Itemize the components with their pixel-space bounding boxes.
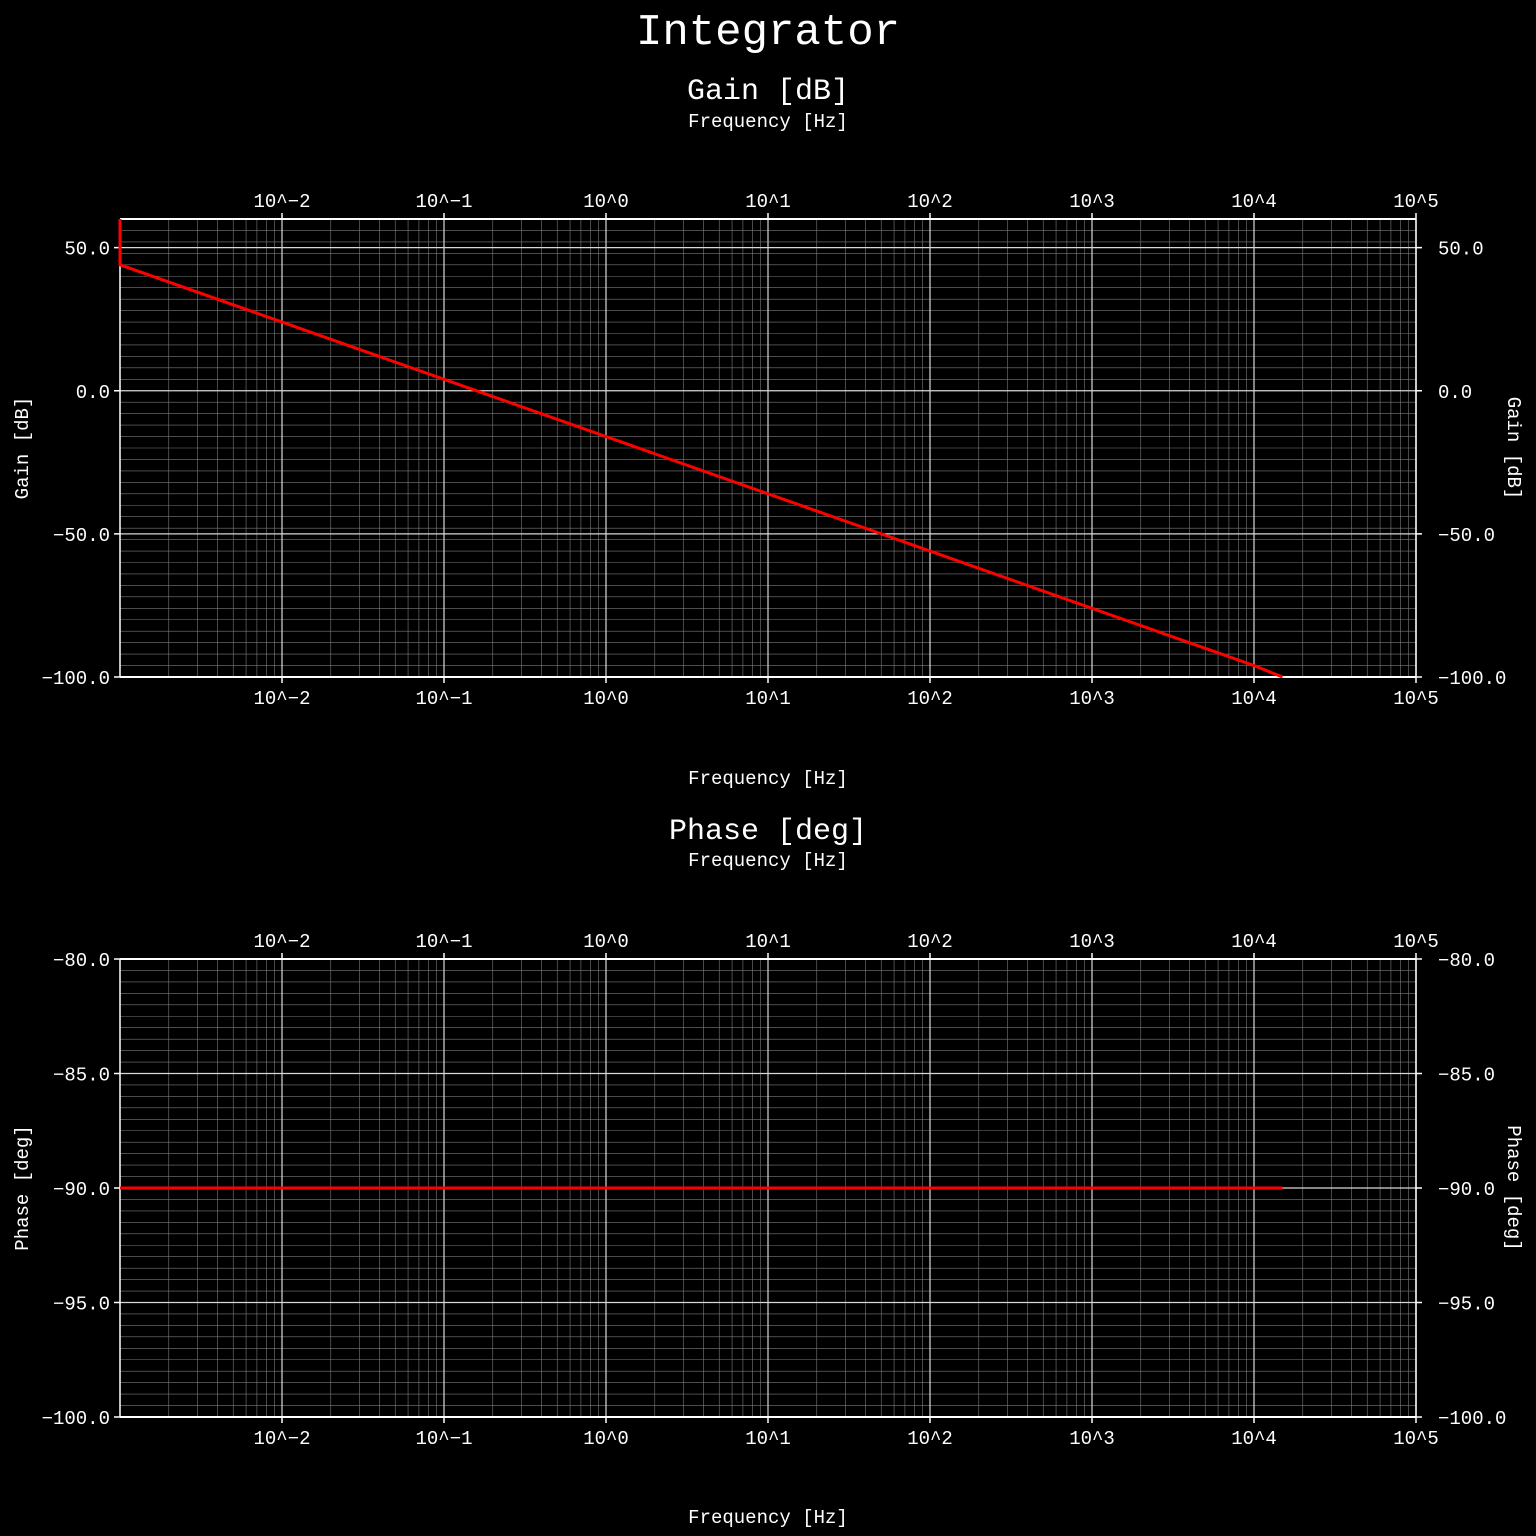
phase-ytick-label-left: −100.0	[42, 1408, 110, 1430]
phase-ytick-label-right: −100.0	[1438, 1408, 1506, 1430]
gain-xtick-label-bottom: 10^−1	[415, 688, 472, 710]
gain-ylabel-left: Gain [dB]	[12, 397, 34, 500]
gain-xtick-label-top: 10^2	[907, 191, 953, 213]
gain-ytick-label-right: 50.0	[1438, 239, 1484, 261]
phase-xtick-label-bottom: 10^−1	[415, 1428, 472, 1450]
gain-series-line	[118, 219, 1284, 679]
phase-xtick-label-bottom: 10^1	[745, 1428, 791, 1450]
phase-panel: Phase [deg]Frequency [Hz]Frequency [Hz]P…	[12, 815, 1524, 1529]
gain-ytick-label-right: −100.0	[1438, 668, 1506, 690]
gain-xtick-label-top: 10^3	[1069, 191, 1115, 213]
phase-ytick-label-left: −95.0	[53, 1294, 110, 1316]
phase-xtick-label-bottom: 10^2	[907, 1428, 953, 1450]
gain-ytick-label-left: −100.0	[42, 668, 110, 690]
gain-xtick-label-top: 10^5	[1393, 191, 1439, 213]
phase-xtick-label-top: 10^3	[1069, 931, 1115, 953]
gain-xtick-label-bottom: 10^2	[907, 688, 953, 710]
phase-xtick-label-top: 10^0	[583, 931, 629, 953]
phase-ytick-label-right: −90.0	[1438, 1179, 1495, 1201]
phase-xtick-label-top: 10^5	[1393, 931, 1439, 953]
gain-ytick-label-left: 0.0	[76, 382, 110, 404]
phase-ytick-label-left: −80.0	[53, 950, 110, 972]
phase-ylabel-right: Phase [deg]	[1502, 1125, 1524, 1250]
gain-ytick-label-right: 0.0	[1438, 382, 1472, 404]
gain-ytick-label-right: −50.0	[1438, 525, 1495, 547]
phase-ytick-label-left: −85.0	[53, 1065, 110, 1087]
gain-xtick-label-top: 10^4	[1231, 191, 1277, 213]
gain-ylabel-right: Gain [dB]	[1502, 397, 1524, 500]
phase-xtick-label-top: 10^2	[907, 931, 953, 953]
gain-panel: Gain [dB]Frequency [Hz]Frequency [Hz]Gai…	[12, 75, 1524, 790]
gain-xtick-label-bottom: 10^3	[1069, 688, 1115, 710]
phase-xtick-label-top: 10^−2	[253, 931, 310, 953]
gain-ytick-label-left: −50.0	[53, 525, 110, 547]
gain-xtick-label-bottom: 10^5	[1393, 688, 1439, 710]
phase-xtick-label-bottom: 10^4	[1231, 1428, 1277, 1450]
gain-plot-title: Gain [dB]	[687, 75, 849, 109]
phase-xtick-label-top: 10^−1	[415, 931, 472, 953]
phase-ytick-label-right: −85.0	[1438, 1065, 1495, 1087]
gain-xtick-label-top: 10^−1	[415, 191, 472, 213]
gain-xtick-label-bottom: 10^1	[745, 688, 791, 710]
gain-xlabel-bottom: Frequency [Hz]	[688, 768, 848, 790]
phase-ytick-label-right: −80.0	[1438, 950, 1495, 972]
phase-ytick-label-left: −90.0	[53, 1179, 110, 1201]
phase-xtick-label-bottom: 10^3	[1069, 1428, 1115, 1450]
phase-xlabel-bottom: Frequency [Hz]	[688, 1507, 848, 1529]
gain-xtick-label-top: 10^−2	[253, 191, 310, 213]
gain-xtick-label-bottom: 10^0	[583, 688, 629, 710]
gain-xtick-label-top: 10^0	[583, 191, 629, 213]
phase-xtick-label-bottom: 10^5	[1393, 1428, 1439, 1450]
figure-title: Integrator	[636, 8, 900, 58]
phase-plot-title: Phase [deg]	[669, 815, 867, 849]
gain-xtick-label-bottom: 10^−2	[253, 688, 310, 710]
gain-xtick-label-top: 10^1	[745, 191, 791, 213]
phase-xtick-label-bottom: 10^0	[583, 1428, 629, 1450]
gain-xtick-label-bottom: 10^4	[1231, 688, 1277, 710]
phase-ytick-label-right: −95.0	[1438, 1294, 1495, 1316]
phase-xtick-label-top: 10^4	[1231, 931, 1277, 953]
phase-ylabel-left: Phase [deg]	[12, 1125, 34, 1250]
gain-ytick-label-left: 50.0	[64, 239, 110, 261]
phase-xtick-label-bottom: 10^−2	[253, 1428, 310, 1450]
phase-xlabel-top: Frequency [Hz]	[688, 850, 848, 872]
gain-xlabel-top: Frequency [Hz]	[688, 111, 848, 133]
phase-xtick-label-top: 10^1	[745, 931, 791, 953]
